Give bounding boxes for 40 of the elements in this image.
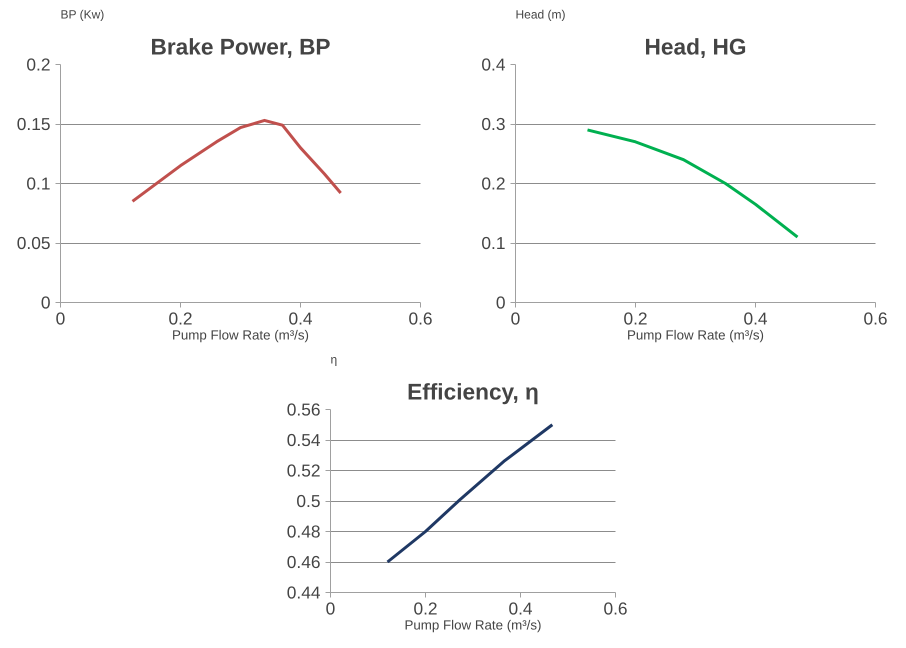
x-tick-label: 0 [510, 308, 520, 328]
y-tick-label: 0 [496, 292, 506, 312]
x-tick-label: 0.2 [413, 598, 438, 618]
x-tick-label: 0.4 [508, 598, 533, 618]
x-axis-title: Pump Flow Rate (m³/s) [404, 618, 542, 632]
y-tick-label: 0.48 [286, 522, 321, 542]
x-tick-label: 0 [326, 598, 336, 618]
y-tick-label: 0.52 [286, 460, 321, 480]
y-tick-label: 0.4 [481, 54, 506, 74]
y-tick-label: 0.15 [16, 114, 51, 134]
y-axis-title: Head (m) [516, 8, 566, 22]
line-series [386, 423, 554, 564]
y-tick-label: 0.2 [26, 54, 51, 74]
y-axis-title: η [330, 352, 338, 366]
x-tick-label: 0.6 [408, 308, 433, 328]
y-tick-label: 0.1 [26, 174, 51, 194]
x-axis-title: Pump Flow Rate (m³/s) [627, 328, 764, 342]
y-tick-label: 0.56 [286, 400, 321, 420]
line-series [131, 118, 342, 203]
x-tick-label: 0.6 [603, 598, 628, 618]
chart-title: Head, HG [644, 34, 746, 60]
y-tick-label: 0 [40, 292, 51, 312]
x-tick-label: 0.2 [623, 308, 648, 328]
y-tick-label: 0.54 [286, 430, 321, 450]
x-tick-label: 0.6 [863, 308, 888, 328]
y-tick-label: 0.44 [286, 582, 321, 602]
y-tick-label: 0.5 [296, 491, 321, 511]
y-tick-label: 0.05 [16, 233, 51, 253]
y-tick-label: 0.46 [286, 552, 321, 572]
y-tick-label: 0.1 [481, 233, 506, 253]
chart-title: Efficiency, η [407, 378, 539, 404]
y-tick-label: 0.3 [481, 114, 506, 134]
x-axis-title: Pump Flow Rate (m³/s) [172, 328, 310, 342]
x-tick-label: 0 [56, 308, 66, 328]
x-tick-label: 0.4 [743, 308, 768, 328]
chart-title: Brake Power, BP [150, 34, 331, 60]
y-tick-label: 0.2 [481, 174, 506, 194]
line-series [586, 128, 799, 239]
x-tick-label: 0.2 [168, 308, 193, 328]
y-axis-title: BP (Kw) [60, 8, 104, 22]
